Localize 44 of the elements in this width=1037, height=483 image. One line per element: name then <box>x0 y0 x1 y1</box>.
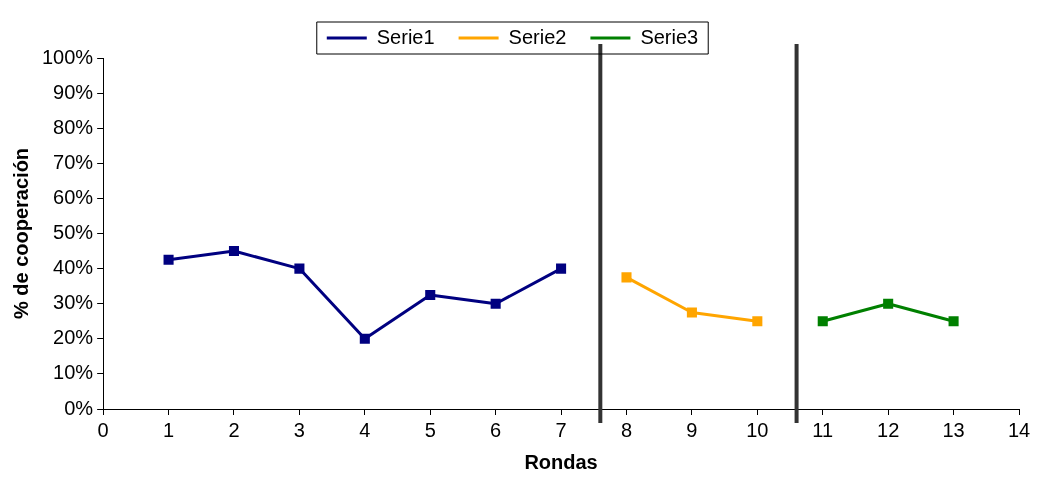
x-tick-label: 12 <box>877 418 900 441</box>
legend-label: Serie3 <box>640 25 699 48</box>
y-axis-title: % de cooperación <box>9 147 32 320</box>
point <box>359 333 370 344</box>
x-tick-label: 4 <box>359 418 371 441</box>
y-tick-label: 100% <box>42 45 94 68</box>
y-tick-label: 70% <box>53 150 94 173</box>
y-tick-label: 0% <box>64 396 94 419</box>
point <box>621 272 632 283</box>
point <box>686 307 697 318</box>
legend-label: Serie2 <box>508 25 567 48</box>
y-tick-label: 30% <box>53 291 94 314</box>
point <box>883 298 894 309</box>
x-tick-label: 13 <box>942 418 965 441</box>
x-tick-label: 1 <box>163 418 175 441</box>
point <box>228 246 240 257</box>
point <box>948 316 959 327</box>
x-axis-title: Rondas <box>524 450 598 473</box>
point <box>556 263 567 274</box>
y-tick-label: 20% <box>53 326 94 349</box>
x-tick-label: 10 <box>746 418 769 441</box>
y-tick-label: 60% <box>53 185 94 208</box>
y-tick-label: 90% <box>53 80 94 103</box>
x-tick-label: 6 <box>490 418 502 441</box>
point <box>425 289 436 300</box>
x-tick-label: 14 <box>1007 418 1031 441</box>
x-tick-label: 2 <box>228 418 240 441</box>
x-tick-label: 9 <box>686 418 698 441</box>
y-tick-label: 80% <box>53 115 94 138</box>
legend-label: Serie1 <box>376 25 435 48</box>
x-tick-label: 11 <box>812 418 834 441</box>
x-tick-label: 5 <box>424 418 436 441</box>
y-tick-label: 10% <box>53 361 94 384</box>
point <box>163 254 174 265</box>
point <box>294 263 305 274</box>
point <box>817 316 828 327</box>
x-tick-label: 0 <box>97 418 109 441</box>
x-tick-label: 8 <box>620 418 633 441</box>
x-tick-label: 7 <box>555 418 567 441</box>
x-tick-label: 3 <box>293 418 305 441</box>
point <box>752 316 763 327</box>
y-tick-label: 50% <box>53 221 94 244</box>
point <box>490 298 501 309</box>
y-tick-label: 40% <box>53 256 94 279</box>
